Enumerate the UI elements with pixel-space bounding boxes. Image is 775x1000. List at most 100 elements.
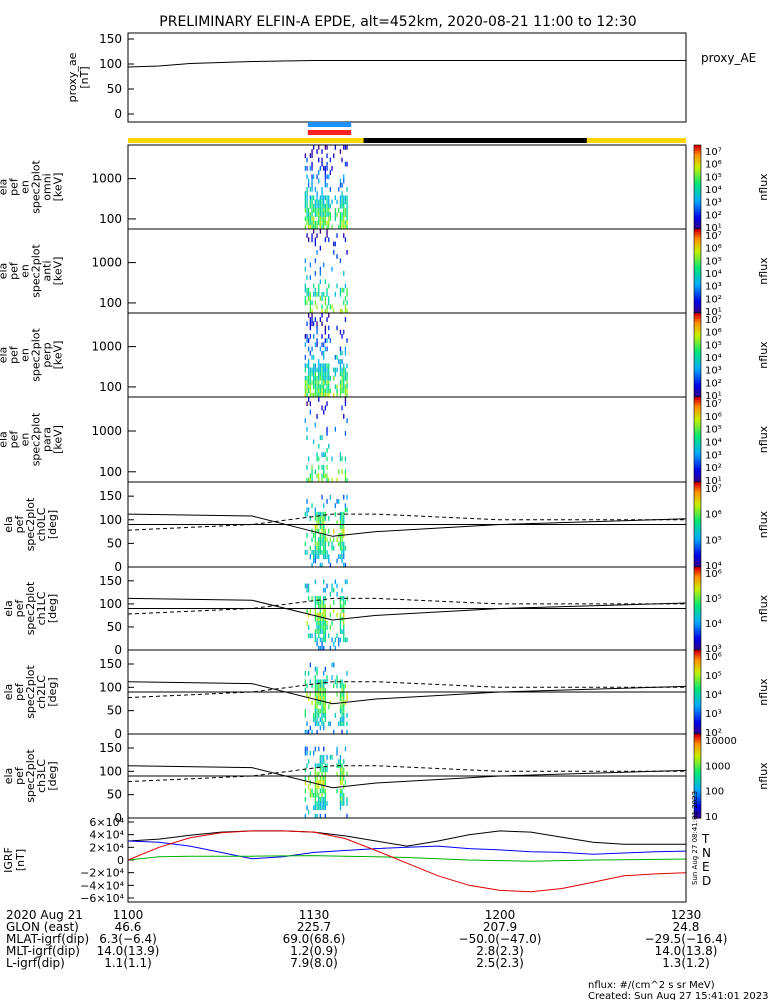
colorbar-swatch [694, 630, 701, 634]
spectrogram-cell [308, 759, 310, 764]
spectrogram-cell [319, 376, 321, 381]
spectrogram-cell [339, 346, 342, 352]
spectrogram-cell [304, 388, 306, 394]
colorbar-swatch [694, 248, 701, 252]
colorbar-swatch [694, 804, 701, 808]
spectrogram-cell [318, 384, 320, 390]
spectrogram-cell [316, 713, 318, 718]
spectrogram-cell [319, 203, 321, 209]
spectrogram-cell [316, 641, 318, 647]
spectrogram-cell [341, 469, 343, 475]
grf-line-N [127, 840, 687, 860]
spectrogram-cell [343, 212, 345, 217]
spectrogram-cell [316, 511, 318, 517]
ylabel-para-1: pef [8, 430, 21, 449]
spectrogram-cell [326, 229, 328, 234]
spectrogram-cell [316, 776, 318, 781]
spectrogram-cell [323, 637, 325, 643]
spectrogram-cell [339, 717, 342, 722]
legend-proxy-ae: proxy_AE [701, 51, 756, 65]
spectrogram-cell [321, 465, 323, 470]
spectrogram-cell [328, 367, 330, 373]
spectrogram-cell [328, 212, 330, 217]
spectrogram-cell [346, 692, 348, 697]
spectrogram-anti [304, 229, 348, 314]
colorbar-swatch [694, 178, 701, 182]
spectrogram-cell [324, 780, 326, 785]
colorbar-swatch [694, 414, 701, 418]
colorbar-swatch [694, 697, 701, 701]
ylabel-ch3LC-0: ela [2, 768, 15, 785]
colorbar-swatch [694, 287, 701, 292]
spectrogram-cell [313, 321, 315, 327]
ylabel-ch3LC-4: [deg] [46, 761, 59, 790]
spectrogram-cell [304, 687, 306, 693]
spectrogram-cell [339, 704, 342, 710]
colorbar-swatch [694, 555, 701, 560]
colorbar-swatch [694, 567, 701, 571]
spectrogram-cell [311, 380, 313, 385]
spectrogram-cell [343, 545, 345, 551]
spectrogram-cell [318, 145, 320, 150]
spectrogram-cell [323, 721, 325, 727]
spectrogram-cell [341, 683, 343, 689]
spectrogram-cell [316, 220, 318, 226]
spectrogram-cell [316, 380, 318, 385]
spectrogram-cell [336, 388, 338, 394]
spectrogram-cell [334, 216, 336, 222]
spectrogram-cell [321, 600, 323, 605]
colorbar-swatch [694, 692, 701, 696]
colorbar-swatch [694, 510, 701, 514]
spectrogram-cell [343, 511, 345, 517]
colorbar-swatch [694, 541, 701, 545]
spectrogram-cell [314, 258, 316, 264]
ephemeris-cell: 2.8(2.3) [476, 944, 524, 958]
spectrogram-cell [318, 157, 320, 163]
spectrogram-cell [341, 224, 343, 230]
spectrogram-cell [321, 380, 323, 385]
spectrogram-cell [341, 550, 343, 555]
spectrogram-cell [338, 187, 340, 192]
spectrogram-cell [343, 683, 345, 689]
science-zone-bar-red [307, 130, 352, 135]
spectrogram-cell [339, 367, 342, 373]
legend-E: E [702, 860, 710, 874]
spectrogram-cell [306, 750, 308, 756]
spectrogram-cell [304, 216, 306, 222]
spectrogram-cell [308, 612, 310, 618]
spectrogram-cell [336, 683, 338, 689]
ylabel-ch3LC-2: spec2plot [24, 749, 37, 803]
spectrogram-cell [341, 708, 343, 714]
spectrogram-cell [321, 792, 323, 798]
colorbar-swatch [694, 524, 701, 528]
spectrogram-cell [319, 621, 321, 626]
spectrogram-cell [304, 258, 306, 264]
colorbar-swatch [694, 431, 701, 435]
spectrogram-cell [319, 805, 321, 811]
ylabel-ch2LC-2: spec2plot [24, 665, 37, 719]
spectrogram-cell [308, 376, 310, 381]
colorbar-swatch [694, 349, 701, 353]
spectrogram-cell [319, 725, 321, 731]
spectrogram-cell [316, 625, 318, 630]
spectrogram-cell [334, 145, 336, 150]
ytick-label: 1000 [91, 256, 122, 270]
spectrogram-cell [318, 713, 320, 718]
spectrogram-cell [346, 771, 348, 777]
spectrogram-cell [321, 537, 323, 543]
spectrogram-cell [326, 292, 328, 297]
spectrogram-cell [319, 616, 321, 622]
colorbar-swatch [694, 439, 701, 443]
spectrogram-cell [324, 363, 326, 369]
spectrogram-cell [324, 625, 326, 630]
spectrogram-cell [309, 195, 311, 201]
spectrogram-cell [321, 494, 323, 500]
spectrogram-cell [321, 637, 323, 643]
spectrogram-cell [336, 325, 338, 331]
ephemeris-cell: 1.1(1.1) [104, 956, 152, 970]
spectrogram-cell [321, 528, 323, 534]
spectrogram-cell [319, 700, 321, 706]
spectrogram-cell [316, 629, 318, 634]
spectrogram-cell [319, 537, 321, 543]
spectrogram-perp [304, 313, 348, 398]
